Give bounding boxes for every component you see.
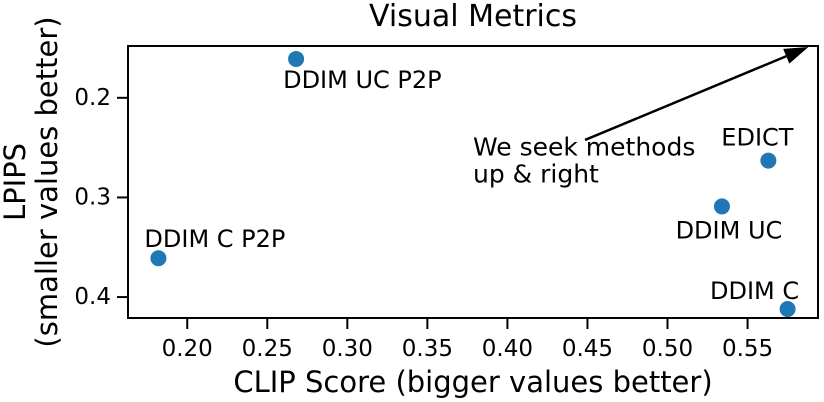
- x-tick-label: 0.40: [482, 336, 533, 362]
- data-point: [288, 50, 305, 67]
- data-point-label: DDIM UC P2P: [283, 66, 442, 94]
- x-tick-label: 0.20: [162, 336, 213, 362]
- annotation-text: up & right: [473, 160, 599, 189]
- x-tick-label: 0.45: [562, 336, 613, 362]
- data-point: [779, 301, 796, 318]
- data-point-label: DDIM C P2P: [144, 225, 285, 253]
- plot-box: [127, 45, 819, 319]
- annotation-text: We seek methods: [473, 133, 695, 162]
- data-point: [713, 198, 730, 215]
- data-point: [760, 152, 777, 169]
- data-point-label: DDIM UC: [676, 216, 783, 244]
- x-axis-label: CLIP Score (bigger values better): [233, 365, 713, 399]
- y-tick-label: 0.3: [74, 184, 111, 210]
- annotation-arrow-head: [783, 46, 809, 64]
- data-point-label: DDIM C: [710, 277, 799, 305]
- y-tick-label: 0.2: [74, 85, 111, 111]
- annotation-arrow-line: [584, 55, 787, 142]
- x-tick-label: 0.55: [722, 336, 773, 362]
- y-tick-label: 0.4: [74, 284, 111, 310]
- x-tick-label: 0.35: [402, 336, 453, 362]
- x-tick-label: 0.50: [642, 336, 693, 362]
- x-tick-label: 0.30: [322, 336, 373, 362]
- data-point: [150, 250, 167, 267]
- x-tick-label: 0.25: [242, 336, 293, 362]
- chart-title: Visual Metrics: [369, 0, 577, 34]
- data-point-label: EDICT: [721, 124, 793, 152]
